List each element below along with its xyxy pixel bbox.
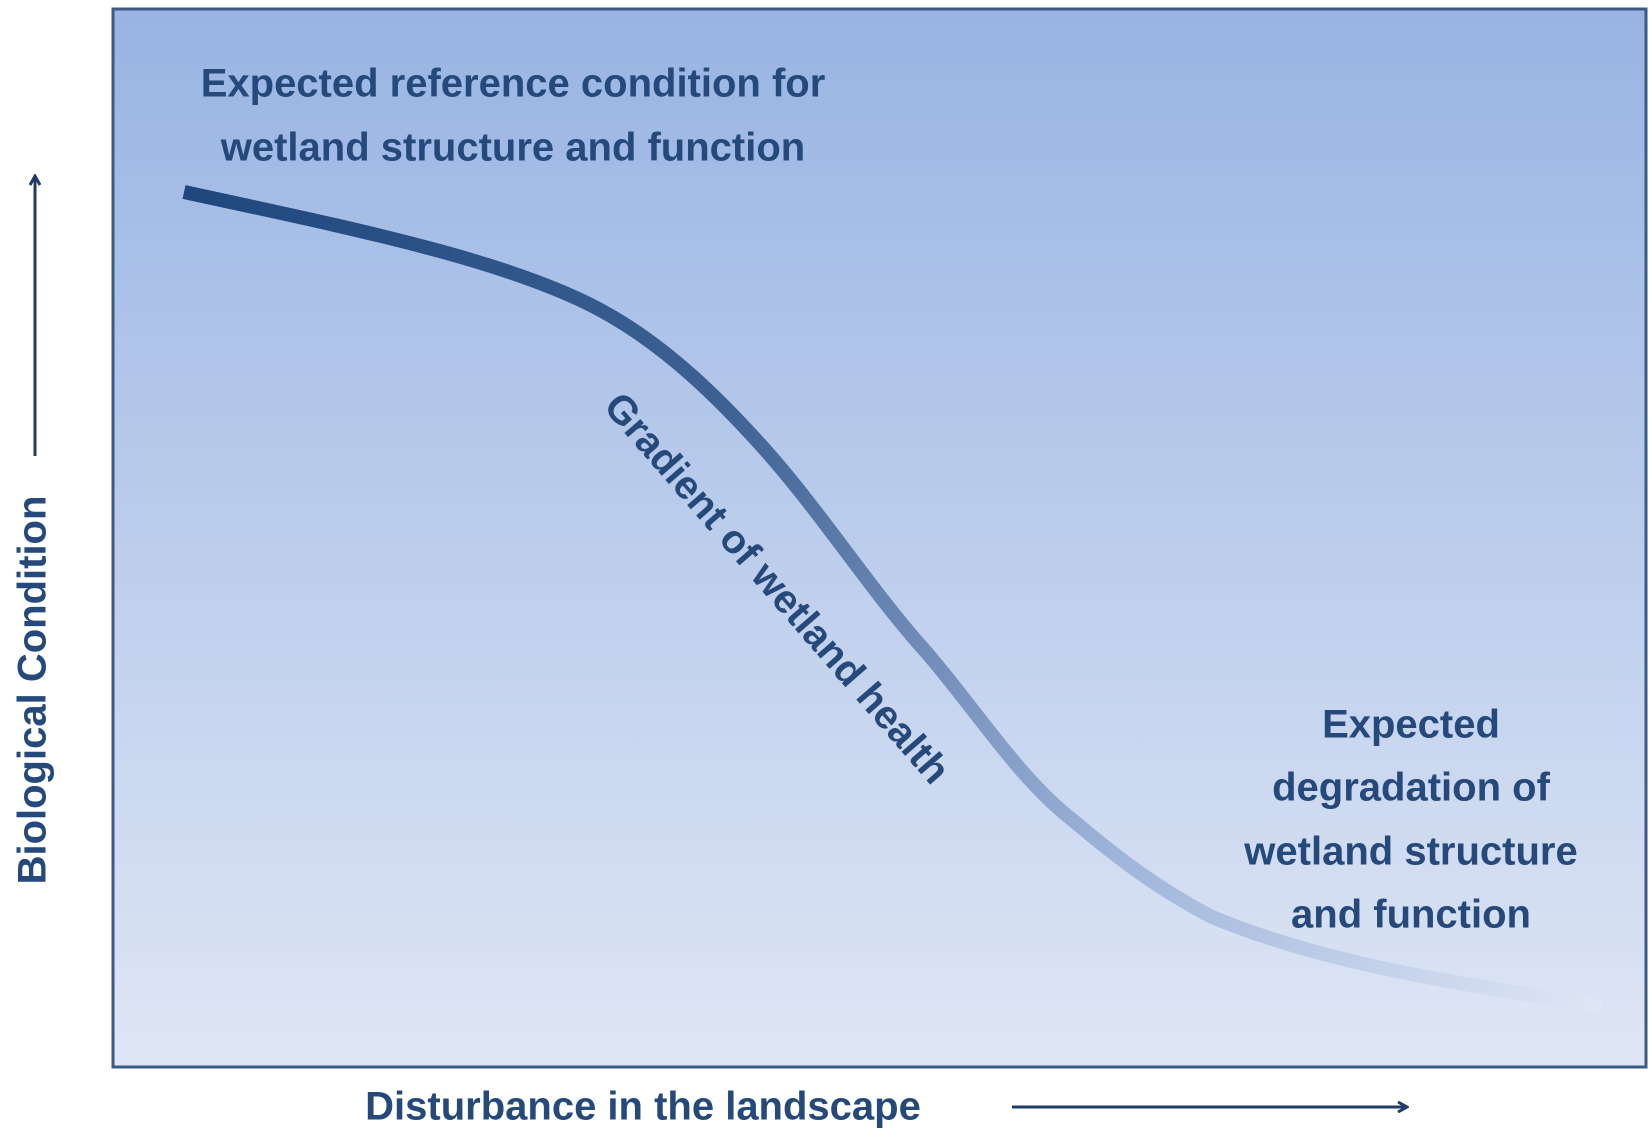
- degradation-label: degradation of: [1272, 766, 1550, 810]
- y-axis-label: Biological Condition: [11, 496, 55, 885]
- degradation-label: and function: [1291, 893, 1531, 937]
- reference-label: Expected reference condition for: [201, 62, 826, 106]
- degradation-label: wetland structure: [1243, 830, 1577, 874]
- x-axis-label: Disturbance in the landscape: [365, 1085, 921, 1129]
- frame: [111, 7, 1648, 1069]
- degradation-label: Expected: [1322, 703, 1500, 747]
- reference-label: wetland structure and function: [220, 126, 805, 170]
- gradient-curve: [182, 185, 1604, 1014]
